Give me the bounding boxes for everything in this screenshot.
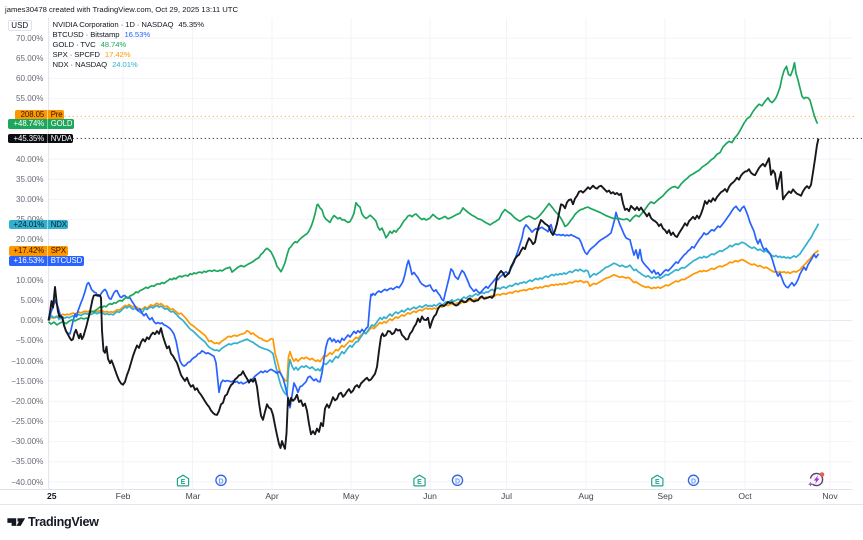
svg-text:D: D [455,478,460,485]
svg-text:E: E [417,479,422,486]
svg-text:D: D [691,478,696,485]
svg-text:D: D [218,478,223,485]
svg-text:E: E [181,479,186,486]
svg-text:E: E [655,479,660,486]
svg-text:TradingView: TradingView [28,515,99,529]
